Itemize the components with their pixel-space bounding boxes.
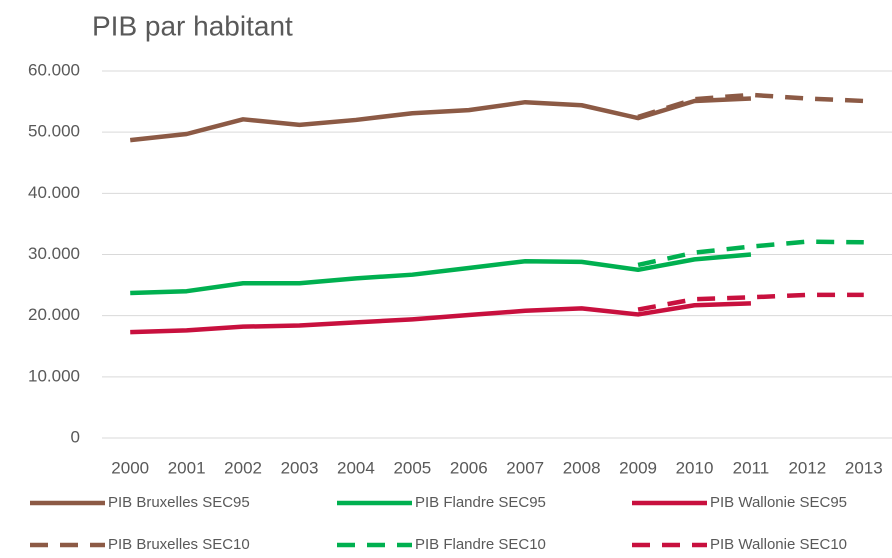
legend-label: PIB Bruxelles SEC95 xyxy=(108,494,250,511)
chart-title: PIB par habitant xyxy=(92,10,293,41)
x-tick-label: 2001 xyxy=(168,458,206,477)
legend-label: PIB Wallonie SEC10 xyxy=(710,536,847,553)
x-tick-label: 2007 xyxy=(506,458,544,477)
series-line xyxy=(637,239,864,268)
y-tick-label: 40.000 xyxy=(28,183,80,202)
y-tick-label: 20.000 xyxy=(28,305,80,324)
x-tick-label: 2003 xyxy=(281,458,319,477)
y-tick-label: 0 xyxy=(71,427,80,446)
x-tick-label: 2004 xyxy=(337,458,375,477)
x-tick-label: 2000 xyxy=(111,458,149,477)
legend-label: PIB Flandre SEC95 xyxy=(415,494,546,511)
series-line xyxy=(637,292,864,312)
x-tick-label: 2011 xyxy=(733,458,770,477)
x-tick-label: 2013 xyxy=(845,458,883,477)
legend-label: PIB Wallonie SEC95 xyxy=(710,494,847,511)
x-tick-label: 2005 xyxy=(393,458,431,477)
series-line xyxy=(130,301,752,335)
x-tick-label: 2009 xyxy=(619,458,657,477)
y-tick-label: 10.000 xyxy=(28,366,80,385)
y-tick-label: 30.000 xyxy=(28,244,80,263)
x-tick-label: 2012 xyxy=(788,458,826,477)
y-tick-label: 60.000 xyxy=(28,60,80,79)
y-tick-label: 50.000 xyxy=(28,122,80,141)
series-line xyxy=(637,92,864,120)
legend-label: PIB Bruxelles SEC10 xyxy=(108,536,250,553)
x-tick-label: 2010 xyxy=(676,458,714,477)
legend-label: PIB Flandre SEC10 xyxy=(415,536,546,553)
series-line xyxy=(130,252,752,296)
x-tick-label: 2008 xyxy=(563,458,601,477)
x-tick-label: 2002 xyxy=(224,458,262,477)
series-line xyxy=(129,96,752,143)
x-tick-label: 2006 xyxy=(450,458,488,477)
